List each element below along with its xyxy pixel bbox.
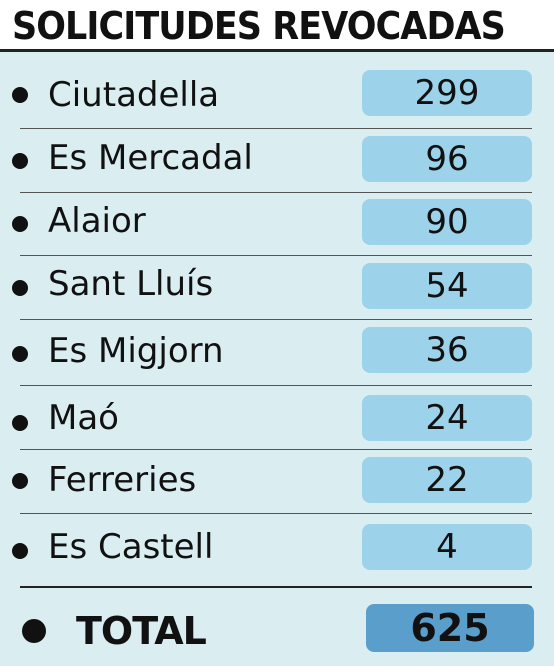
bullet-icon [12, 216, 28, 232]
municipality-label: Sant Lluís [48, 264, 214, 304]
row-divider [20, 449, 532, 450]
value-badge: 36 [362, 327, 532, 373]
value-number: 96 [425, 139, 469, 179]
total-bullet-icon [22, 619, 46, 643]
municipality-label: Es Mercadal [48, 138, 253, 178]
value-badge: 96 [362, 136, 532, 182]
value-number: 36 [425, 330, 469, 370]
bullet-icon [12, 87, 28, 103]
row-divider [20, 513, 532, 514]
page-title: SOLICITUDES REVOCADAS [12, 4, 506, 48]
total-value-badge: 625 [366, 604, 534, 652]
municipality-label: Alaior [48, 201, 146, 241]
municipality-label: Maó [48, 398, 119, 438]
bullet-icon [12, 473, 28, 489]
municipality-label: Ciutadella [48, 75, 220, 115]
value-number: 22 [425, 460, 469, 500]
value-badge: 22 [362, 457, 532, 503]
value-badge: 90 [362, 199, 532, 245]
row-divider [20, 385, 532, 386]
row-divider [20, 319, 532, 320]
bullet-icon [12, 415, 28, 431]
header-divider [0, 49, 554, 52]
total-label: TOTAL [76, 609, 207, 653]
total-divider [20, 586, 532, 588]
value-badge: 4 [362, 524, 532, 570]
row-divider [20, 255, 532, 256]
value-number: 24 [425, 398, 469, 438]
bullet-icon [12, 543, 28, 559]
value-number: 4 [436, 527, 458, 567]
row-divider [20, 192, 532, 193]
value-number: 90 [425, 202, 469, 242]
municipality-label: Ferreries [48, 460, 197, 500]
value-number: 54 [425, 266, 469, 306]
municipality-label: Es Migjorn [48, 331, 224, 371]
bullet-icon [12, 280, 28, 296]
header: SOLICITUDES REVOCADAS [0, 0, 554, 52]
municipality-label: Es Castell [48, 527, 214, 567]
value-badge: 54 [362, 263, 532, 309]
bullet-icon [12, 346, 28, 362]
data-panel: Ciutadella 299 Es Mercadal 96 Alaior 90 … [0, 52, 554, 666]
value-badge: 299 [362, 70, 532, 116]
total-value: 625 [410, 606, 490, 650]
value-badge: 24 [362, 395, 532, 441]
bullet-icon [12, 153, 28, 169]
row-divider [20, 128, 532, 129]
value-number: 299 [414, 73, 480, 113]
